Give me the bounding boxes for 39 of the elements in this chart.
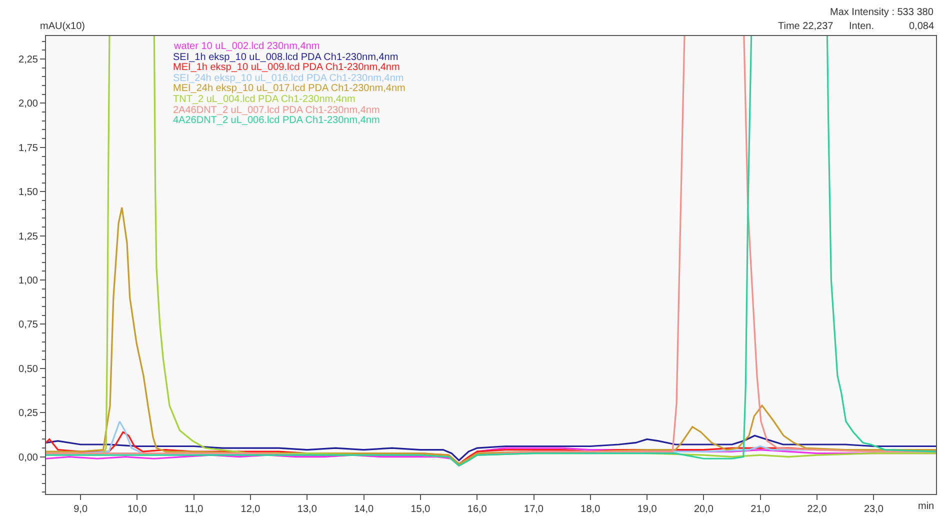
text: 4A26DNT_2 uL_006.lcd PDA Ch1-230nm,4nm [173, 115, 380, 126]
y-tick-label: 1,50 [18, 187, 38, 198]
text: 0,084 [909, 21, 934, 32]
y-axis-title: mAU(x10) [40, 21, 86, 32]
x-tick-label: 15,0 [410, 504, 431, 515]
x-tick-label: 18,0 [580, 504, 601, 515]
x-tick-label: 20,0 [694, 504, 714, 515]
y-tick-label: 1,25 [18, 231, 38, 242]
x-tick-label: 23,0 [864, 504, 884, 515]
x-tick-label: 12,0 [240, 504, 261, 515]
y-tick-label: 0,50 [18, 364, 38, 375]
y-tick-label: 0,00 [18, 452, 38, 464]
y-tick-label: 1,00 [18, 276, 38, 287]
x-axis-title: min [918, 501, 934, 512]
y-tick-label: 0,25 [18, 408, 38, 420]
x-tick-label: 17,0 [524, 504, 544, 515]
x-tick-label: 19,0 [637, 504, 658, 515]
x-tick-label: 10,0 [127, 504, 148, 515]
text: Max Intensity : 533 380 [830, 7, 934, 18]
text: MEI_24h eksp_10 uL_017.lcd PDA Ch1-230nm,4nm [173, 83, 406, 94]
series-label: TNT_2 uL_004.lcd PDA Ch1-230nm,4nm [173, 94, 356, 105]
x-tick-label: 11,0 [184, 504, 204, 515]
x-tick-label: 16,0 [467, 504, 488, 515]
text: 2A46DNT_2 uL_007.lcd PDA Ch1-230nm,4nm [173, 105, 380, 116]
y-tick-label: 1,75 [18, 142, 38, 154]
y-tick-label: 2,00 [18, 98, 38, 110]
text: Inten. [849, 21, 874, 32]
x-tick-label: 14,0 [354, 504, 374, 515]
text: Time 22,237 [778, 21, 834, 32]
text: water 10 uL_002.lcd 230nm,4nm [173, 41, 320, 52]
y-tick-label: 2,25 [18, 54, 38, 66]
x-tick-label: 22,0 [807, 504, 828, 515]
text: SEI_1h eksp_10 uL_008.lcd PDA Ch1-230nm,4nm [173, 52, 398, 63]
x-tick-label: 9,0 [74, 504, 88, 515]
y-tick-label: 0,75 [18, 320, 38, 331]
text: MEI_1h eksp_10 uL_009.lcd PDA Ch1-230nm,4nm [173, 62, 400, 73]
x-tick-label: 13,0 [297, 504, 318, 515]
x-tick-label: 21,0 [750, 504, 771, 515]
text: SEI_24h eksp_10 uL_016.lcd PDA Ch1-230nm,4nm [173, 73, 404, 84]
